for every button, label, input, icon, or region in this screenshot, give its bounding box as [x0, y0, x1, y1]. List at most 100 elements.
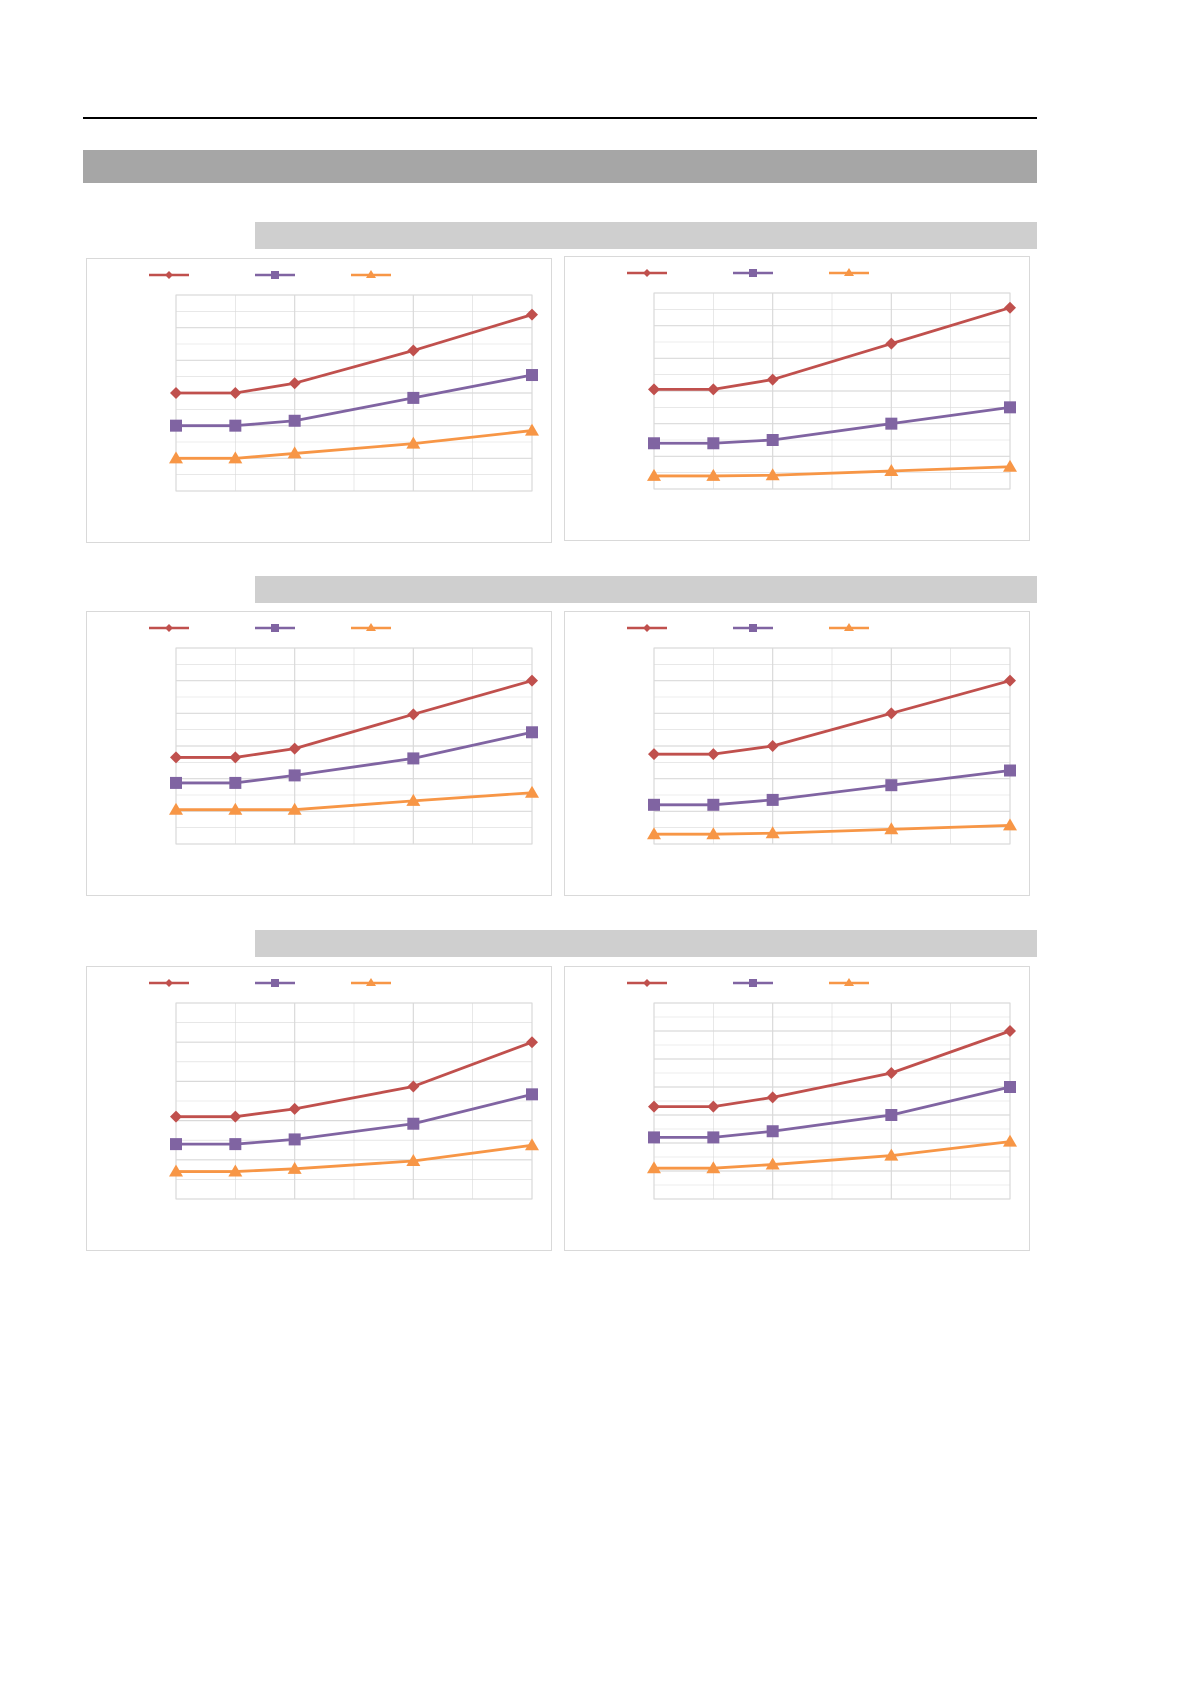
group-header-band-2: [255, 576, 1037, 603]
series-3-point: [169, 451, 183, 464]
series-3-point: [169, 1164, 183, 1177]
line-chart-2: [564, 256, 1030, 541]
series-2-point: [1004, 764, 1016, 777]
series-3-point: [525, 423, 539, 436]
series-1-point: [170, 387, 182, 399]
legend-marker-2: [749, 269, 757, 277]
series-2-point: [766, 1125, 779, 1138]
series-2-point: [407, 391, 420, 404]
series-2-point: [229, 1138, 242, 1151]
series-3-point: [1003, 1134, 1017, 1147]
series-1-point: [170, 1110, 182, 1123]
line-chart-5-plot: [149, 978, 539, 1200]
legend-marker-3: [844, 623, 854, 631]
series-3-point: [765, 468, 780, 481]
series-1-point: [707, 1100, 720, 1113]
series-2-point: [288, 414, 301, 427]
series-1-point: [885, 707, 898, 720]
series-3-point: [884, 464, 899, 477]
series-3-point: [287, 802, 302, 815]
series-1-point: [526, 674, 538, 687]
line-chart-3-plot: [149, 623, 539, 845]
series-1-point: [1004, 674, 1016, 687]
line-chart-2-plot: [627, 268, 1017, 490]
series-1-point: [1004, 301, 1016, 314]
legend-marker-2: [749, 979, 757, 987]
series-2-point: [707, 1131, 720, 1144]
series-1-point: [170, 751, 182, 764]
series-3-point: [884, 822, 899, 835]
series-2-point: [526, 1088, 538, 1101]
series-2-point: [1004, 401, 1016, 414]
series-3-point: [525, 785, 539, 798]
series-2-point: [526, 369, 538, 382]
series-1-point: [648, 748, 660, 761]
legend-marker-1: [165, 271, 173, 279]
series-3-point: [647, 1161, 661, 1174]
series-2-point: [526, 726, 538, 739]
section-header-band: [83, 150, 1037, 183]
series-2-point: [648, 798, 660, 811]
series-2-point: [885, 417, 898, 430]
series-2-point: [766, 793, 779, 806]
series-3-point: [706, 1161, 721, 1174]
series-2-point: [648, 1131, 660, 1144]
series-3-point: [706, 827, 721, 840]
series-3-point: [169, 802, 183, 815]
series-1-point: [648, 383, 660, 396]
series-3-point: [525, 1138, 539, 1151]
series-1-point: [885, 1067, 898, 1079]
legend-marker-2: [749, 624, 757, 632]
series-1-point: [229, 751, 242, 764]
series-1-point: [766, 740, 779, 752]
legend-marker-1: [165, 624, 173, 632]
series-3-point: [647, 468, 661, 481]
series-1-point: [885, 337, 898, 350]
series-2-point: [229, 776, 242, 789]
group-header-band-1: [255, 222, 1037, 249]
series-2-point: [885, 779, 898, 792]
series-3-point: [228, 451, 243, 464]
series-1-point: [407, 708, 420, 721]
legend-marker-3: [366, 978, 376, 986]
line-chart-3: [86, 611, 552, 896]
series-2-point: [1004, 1081, 1016, 1093]
series-1-point: [229, 387, 242, 399]
line-chart-4-plot: [627, 623, 1017, 845]
series-1-point: [288, 742, 301, 755]
series-3-point: [706, 468, 721, 481]
series-3-point: [287, 446, 302, 459]
series-2-point: [707, 798, 720, 811]
series-3-point: [765, 1157, 780, 1170]
series-2-point: [885, 1109, 898, 1121]
legend-marker-2: [271, 271, 279, 279]
series-1-point: [229, 1110, 242, 1123]
series-2-point: [766, 434, 779, 446]
series-3-point: [406, 436, 421, 449]
group-header-band-3: [255, 930, 1037, 957]
legend-marker-2: [271, 979, 279, 987]
line-chart-5: [86, 966, 552, 1251]
legend-marker-2: [271, 624, 279, 632]
legend-marker-1: [643, 269, 651, 277]
legend-marker-1: [643, 624, 651, 632]
series-2-point: [170, 419, 182, 432]
series-1-point: [407, 344, 420, 357]
legend-marker-1: [643, 979, 651, 987]
series-2-point: [288, 769, 301, 782]
legend-marker-3: [844, 978, 854, 986]
series-2-point: [407, 1117, 420, 1130]
series-1-point: [766, 1091, 779, 1104]
top-rule: [83, 117, 1037, 119]
series-3-point: [884, 1148, 899, 1161]
line-chart-6-plot: [627, 978, 1017, 1200]
series-1-point: [407, 1080, 420, 1093]
series-3-point: [287, 1161, 302, 1174]
line-chart-6: [564, 966, 1030, 1251]
series-3-point: [406, 793, 421, 806]
series-2-point: [407, 752, 420, 765]
series-2-point: [170, 1138, 182, 1151]
series-1-point: [766, 373, 779, 386]
legend-marker-3: [844, 268, 854, 276]
series-3-point: [406, 1153, 421, 1166]
